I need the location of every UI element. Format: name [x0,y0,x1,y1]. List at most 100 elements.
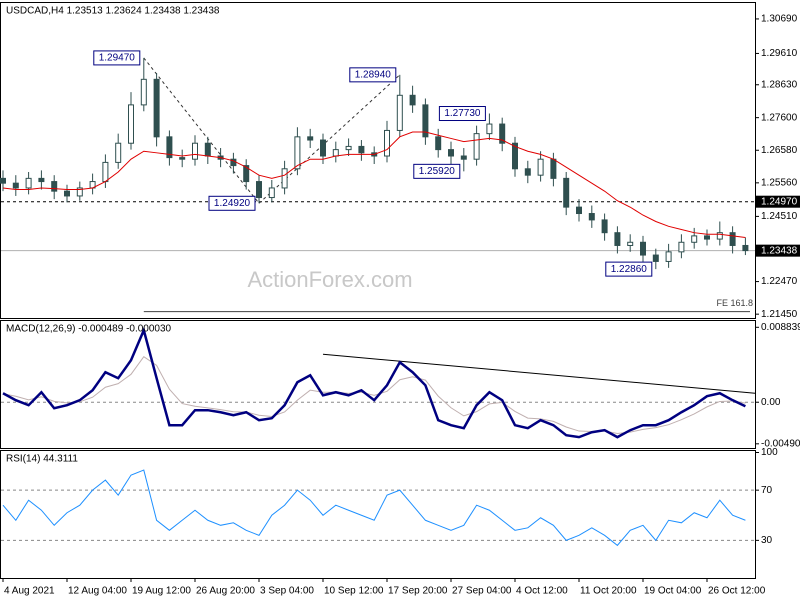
candle-body [12,182,19,189]
candle-body [64,190,70,197]
y-tick-label: 1.22470 [761,276,798,287]
candle-body [102,161,109,183]
current-price-box [756,244,800,257]
annotation-box [93,50,141,66]
candle-body [550,158,557,179]
candle-body [51,181,58,192]
candle-body [512,142,518,170]
candle-body [243,165,250,183]
candle-body [179,157,186,160]
candle-body [192,142,198,160]
candle-body [409,94,416,106]
candle-body [665,251,672,262]
candle-body [601,219,608,234]
candle-body [729,232,736,246]
candle-body [678,241,685,253]
candle-body [38,177,45,183]
candle-body [307,136,314,141]
candle-body [281,168,288,189]
y-tick-label: 100 [761,447,778,458]
candle-body [345,145,352,151]
indicator-line [2,326,746,439]
x-tick-label: 3 Sep 04:00 [260,586,314,597]
candle-body [384,129,390,157]
x-tick-label: 17 Sep 20:00 [388,586,448,597]
x-tick-label: 10 Sep 12:00 [324,586,384,597]
indicator-line [2,356,746,435]
candle-body [332,149,339,157]
y-tick-label: 1.29610 [761,48,798,59]
y-tick-label: 1.28630 [761,79,798,90]
candle-body [268,187,275,199]
x-tick-label: 27 Sep 04:00 [452,586,512,597]
candle-body [742,244,749,252]
annotation-label: 1.24920 [214,198,251,209]
annotation-box [438,106,486,122]
annotation-box [413,163,461,179]
x-tick-label: 26 Oct 12:00 [708,586,766,597]
panel-header: USDCAD,H4 1.23513 1.23624 1.23438 1.2343… [6,6,220,17]
panel-header: MACD(12,26,9) -0.000489 -0.000030 [6,324,172,335]
x-tick-label: 19 Aug 12:00 [132,586,191,597]
candle-body [563,177,570,208]
candle-body [537,158,544,176]
x-tick-label: 12 Aug 04:00 [68,586,127,597]
candle-body [320,139,326,157]
candle-body [691,235,698,243]
annotation-label: 1.22860 [611,264,648,275]
y-tick-label: 1.26580 [761,145,798,156]
candle-body [524,168,531,176]
x-tick-label: 4 Oct 12:00 [516,586,568,597]
current-price-label: 1.23438 [761,245,798,256]
annotation-box [208,195,256,211]
candle-body [115,142,122,163]
y-tick-label: 1.30690 [761,14,798,25]
annotation-box [605,261,653,277]
x-tick-label: 11 Oct 20:00 [580,586,637,597]
candle-body [499,123,506,144]
y-tick-label: 1.24510 [761,211,798,222]
candle-body [128,104,134,144]
annotation-label: 1.27730 [444,108,481,119]
candle-body [460,155,467,160]
annotation-label: 1.25920 [419,166,456,177]
annotation-label: 1.28940 [355,69,392,80]
candle-body [153,78,160,138]
candle-body [486,123,493,135]
candle-body [25,177,32,189]
y-tick-label: -0.004907 [761,438,800,449]
y-tick-label: 70 [761,485,773,496]
level-price-box [756,195,800,208]
candle-body [204,142,211,157]
candle-body [422,104,429,138]
trend-line [322,353,756,394]
y-tick-label: 1.27600 [761,112,798,123]
moving-average [2,131,746,238]
candle-body [294,136,301,170]
candle-body [396,94,403,131]
annotation-box [349,67,397,83]
panel-header: RSI(14) 44.3111 [6,454,78,465]
y-tick-label: 1.25560 [761,177,798,188]
candle-body [576,206,582,215]
candle-body [704,235,710,240]
candle-body [627,241,634,246]
candle-body [76,187,83,197]
level-price-label: 1.24970 [761,196,798,207]
annotation-label: 1.29470 [99,53,136,64]
indicator-line [2,469,746,547]
y-tick-label: 30 [761,535,773,546]
candle-body [448,149,454,157]
panel-frame [0,320,756,449]
y-tick-label: 1.21450 [761,309,798,320]
candle-body [652,254,659,262]
candle-body [716,232,723,240]
candle-body [0,177,6,184]
x-tick-label: 26 Aug 20:00 [196,586,255,597]
candle-body [358,145,365,154]
x-tick-label: 4 Aug 2021 [4,586,55,597]
panel-frame [0,450,756,579]
x-tick-label: 19 Oct 04:00 [644,586,702,597]
y-tick-label: 0.008839 [761,322,800,333]
